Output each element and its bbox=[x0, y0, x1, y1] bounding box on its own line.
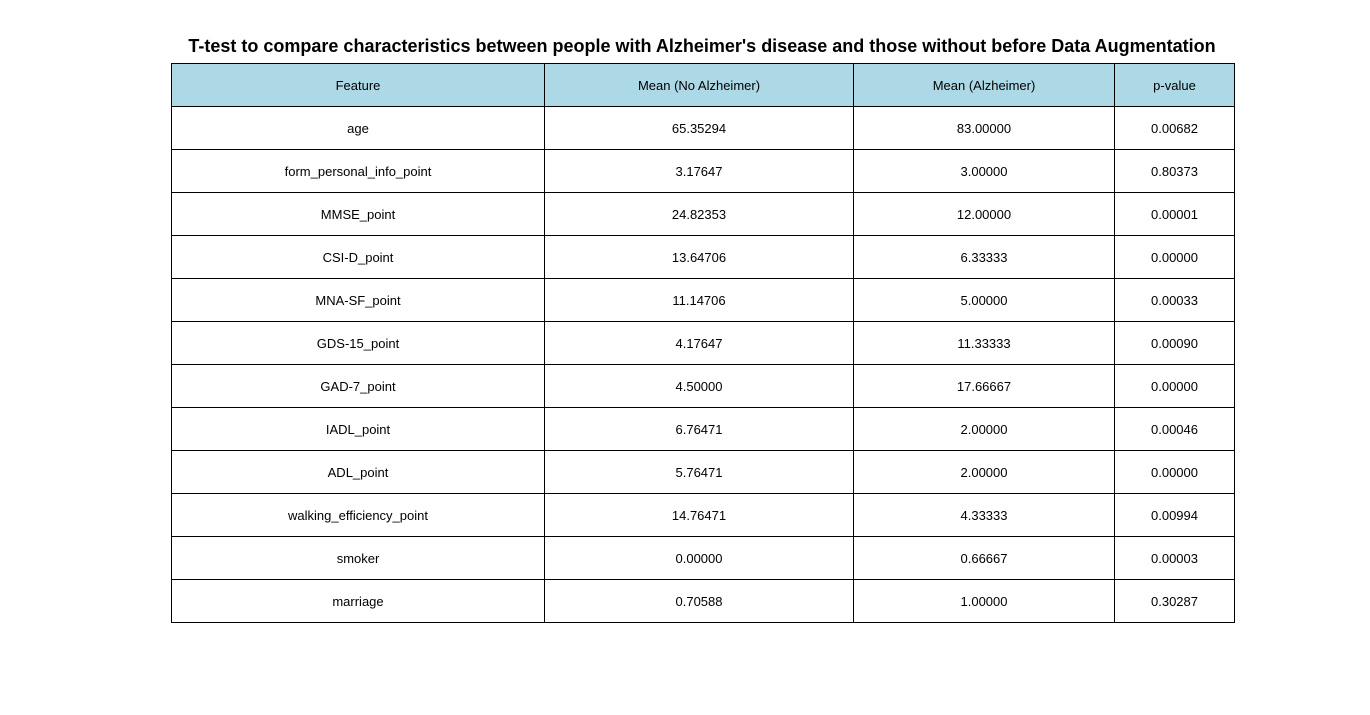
cell-feature: age bbox=[171, 106, 545, 150]
cell-feature: form_personal_info_point bbox=[171, 149, 545, 193]
cell-mean-alzheimer: 2.00000 bbox=[853, 407, 1115, 451]
cell-p-value: 0.00033 bbox=[1114, 278, 1235, 322]
cell-p-value: 0.00000 bbox=[1114, 235, 1235, 279]
cell-mean-no-alzheimer: 24.82353 bbox=[544, 192, 854, 236]
cell-feature: MMSE_point bbox=[171, 192, 545, 236]
cell-p-value: 0.00001 bbox=[1114, 192, 1235, 236]
cell-mean-alzheimer: 3.00000 bbox=[853, 149, 1115, 193]
cell-p-value: 0.00994 bbox=[1114, 493, 1235, 537]
cell-feature: GDS-15_point bbox=[171, 321, 545, 365]
table-row: walking_efficiency_point 14.76471 4.33333 0… bbox=[171, 493, 1235, 537]
cell-mean-no-alzheimer: 4.17647 bbox=[544, 321, 854, 365]
cell-p-value: 0.80373 bbox=[1114, 149, 1235, 193]
table-body: age 65.35294 83.00000 0.00682 form_personal_… bbox=[171, 106, 1235, 623]
cell-mean-no-alzheimer: 5.76471 bbox=[544, 450, 854, 494]
table-row: age 65.35294 83.00000 0.00682 bbox=[171, 106, 1235, 150]
cell-mean-no-alzheimer: 11.14706 bbox=[544, 278, 854, 322]
table-row: ADL_point 5.76471 2.00000 0.00000 bbox=[171, 450, 1235, 494]
cell-mean-alzheimer: 11.33333 bbox=[853, 321, 1115, 365]
cell-feature: ADL_point bbox=[171, 450, 545, 494]
table-row: IADL_point 6.76471 2.00000 0.00046 bbox=[171, 407, 1235, 451]
cell-feature: marriage bbox=[171, 579, 545, 623]
results-table: Feature Mean (No Alzheimer) Mean (Alzhei… bbox=[171, 63, 1235, 623]
table-row: MNA-SF_point 11.14706 5.00000 0.00033 bbox=[171, 278, 1235, 322]
cell-p-value: 0.00682 bbox=[1114, 106, 1235, 150]
cell-mean-no-alzheimer: 3.17647 bbox=[544, 149, 854, 193]
cell-feature: walking_efficiency_point bbox=[171, 493, 545, 537]
cell-p-value: 0.00003 bbox=[1114, 536, 1235, 580]
cell-feature: CSI-D_point bbox=[171, 235, 545, 279]
cell-mean-no-alzheimer: 65.35294 bbox=[544, 106, 854, 150]
chart-title: T-test to compare characteristics betwee… bbox=[188, 36, 1216, 56]
cell-feature: IADL_point bbox=[171, 407, 545, 451]
cell-feature: GAD-7_point bbox=[171, 364, 545, 408]
cell-mean-alzheimer: 1.00000 bbox=[853, 579, 1115, 623]
cell-mean-no-alzheimer: 0.00000 bbox=[544, 536, 854, 580]
cell-feature: MNA-SF_point bbox=[171, 278, 545, 322]
table-header-row: Feature Mean (No Alzheimer) Mean (Alzhei… bbox=[171, 63, 1235, 107]
cell-p-value: 0.30287 bbox=[1114, 579, 1235, 623]
cell-p-value: 0.00046 bbox=[1114, 407, 1235, 451]
header-feature: Feature bbox=[171, 63, 545, 107]
table-row: form_personal_info_point 3.17647 3.00000 0.… bbox=[171, 149, 1235, 193]
cell-p-value: 0.00000 bbox=[1114, 450, 1235, 494]
table-row: GDS-15_point 4.17647 11.33333 0.00090 bbox=[171, 321, 1235, 365]
cell-mean-alzheimer: 6.33333 bbox=[853, 235, 1115, 279]
table-row: MMSE_point 24.82353 12.00000 0.00001 bbox=[171, 192, 1235, 236]
table-row: marriage 0.70588 1.00000 0.30287 bbox=[171, 579, 1235, 623]
cell-mean-alzheimer: 12.00000 bbox=[853, 192, 1115, 236]
cell-mean-no-alzheimer: 0.70588 bbox=[544, 579, 854, 623]
cell-mean-alzheimer: 2.00000 bbox=[853, 450, 1115, 494]
cell-mean-no-alzheimer: 14.76471 bbox=[544, 493, 854, 537]
cell-p-value: 0.00090 bbox=[1114, 321, 1235, 365]
table-row: CSI-D_point 13.64706 6.33333 0.00000 bbox=[171, 235, 1235, 279]
cell-mean-no-alzheimer: 6.76471 bbox=[544, 407, 854, 451]
cell-p-value: 0.00000 bbox=[1114, 364, 1235, 408]
table-row: smoker 0.00000 0.66667 0.00003 bbox=[171, 536, 1235, 580]
cell-mean-no-alzheimer: 4.50000 bbox=[544, 364, 854, 408]
cell-mean-alzheimer: 4.33333 bbox=[853, 493, 1115, 537]
header-p-value: p-value bbox=[1114, 63, 1235, 107]
cell-mean-alzheimer: 5.00000 bbox=[853, 278, 1115, 322]
cell-feature: smoker bbox=[171, 536, 545, 580]
cell-mean-no-alzheimer: 13.64706 bbox=[544, 235, 854, 279]
cell-mean-alzheimer: 83.00000 bbox=[853, 106, 1115, 150]
header-mean-no-alzheimer: Mean (No Alzheimer) bbox=[544, 63, 854, 107]
table-row: GAD-7_point 4.50000 17.66667 0.00000 bbox=[171, 364, 1235, 408]
header-mean-alzheimer: Mean (Alzheimer) bbox=[853, 63, 1115, 107]
cell-mean-alzheimer: 17.66667 bbox=[853, 364, 1115, 408]
cell-mean-alzheimer: 0.66667 bbox=[853, 536, 1115, 580]
